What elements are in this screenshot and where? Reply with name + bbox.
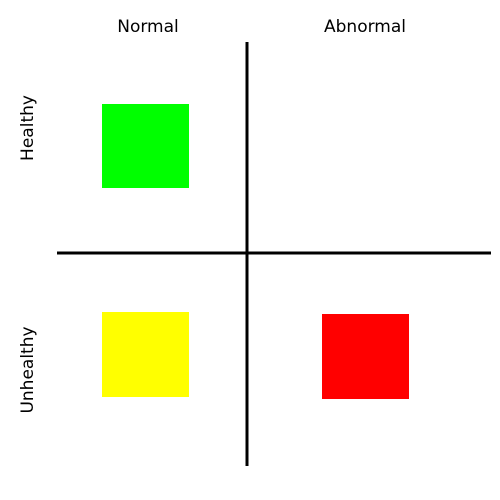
healthy-normal-square	[102, 104, 189, 188]
column-label: Normal	[117, 17, 179, 37]
unhealthy-normal-square	[102, 312, 189, 397]
row-label: Unhealthy	[18, 326, 38, 413]
unhealthy-abnormal-square	[322, 314, 409, 399]
row-label: Healthy	[18, 95, 38, 161]
column-label: Abnormal	[324, 17, 406, 37]
